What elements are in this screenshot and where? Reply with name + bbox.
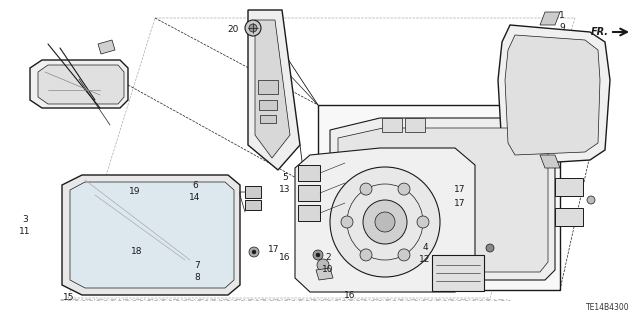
Polygon shape: [330, 118, 555, 280]
Polygon shape: [316, 268, 333, 280]
Circle shape: [398, 249, 410, 261]
Text: 14: 14: [189, 192, 201, 202]
Polygon shape: [318, 105, 560, 290]
Bar: [259, 100, 277, 110]
Text: 10: 10: [323, 265, 333, 275]
Text: TE14B4300: TE14B4300: [586, 303, 630, 313]
Bar: [298, 205, 320, 221]
Text: 17: 17: [268, 246, 280, 255]
Text: FR.: FR.: [591, 27, 609, 37]
Circle shape: [313, 250, 323, 260]
Bar: [555, 208, 583, 226]
Circle shape: [317, 259, 329, 271]
Circle shape: [486, 244, 494, 252]
Circle shape: [252, 250, 256, 254]
Text: 17: 17: [454, 186, 466, 195]
Text: 20: 20: [227, 26, 239, 34]
Text: 3: 3: [22, 216, 28, 225]
Text: 8: 8: [194, 272, 200, 281]
Circle shape: [375, 212, 395, 232]
Text: 17: 17: [454, 198, 466, 207]
Polygon shape: [248, 10, 300, 170]
Text: 9: 9: [559, 23, 565, 32]
Bar: [298, 165, 320, 181]
Polygon shape: [70, 182, 234, 288]
Circle shape: [316, 253, 320, 257]
Text: 12: 12: [419, 256, 431, 264]
Text: 5: 5: [282, 174, 288, 182]
Polygon shape: [338, 128, 548, 272]
Polygon shape: [498, 25, 610, 165]
Circle shape: [363, 200, 407, 244]
Polygon shape: [540, 155, 560, 168]
Text: 13: 13: [279, 186, 291, 195]
Polygon shape: [30, 60, 128, 108]
Text: 11: 11: [19, 227, 31, 236]
Polygon shape: [38, 65, 124, 104]
Circle shape: [341, 216, 353, 228]
Circle shape: [398, 183, 410, 195]
Polygon shape: [255, 20, 290, 158]
Circle shape: [249, 24, 257, 32]
Polygon shape: [98, 40, 115, 54]
Circle shape: [587, 196, 595, 204]
Text: 16: 16: [344, 292, 356, 300]
Bar: [382, 118, 402, 132]
Bar: [245, 200, 261, 210]
Text: 18: 18: [131, 248, 143, 256]
Bar: [555, 178, 583, 196]
Bar: [405, 118, 425, 132]
Text: 15: 15: [63, 293, 75, 301]
Polygon shape: [62, 175, 240, 295]
Text: 2: 2: [325, 254, 331, 263]
Text: 16: 16: [279, 254, 291, 263]
Circle shape: [245, 20, 261, 36]
Polygon shape: [540, 12, 560, 25]
Circle shape: [249, 247, 259, 257]
Text: 6: 6: [192, 181, 198, 189]
Polygon shape: [505, 35, 600, 155]
Bar: [245, 186, 261, 198]
Circle shape: [360, 249, 372, 261]
Text: 4: 4: [422, 243, 428, 253]
Text: 19: 19: [129, 188, 141, 197]
Bar: [260, 115, 276, 123]
Text: 1: 1: [559, 11, 565, 19]
Circle shape: [330, 167, 440, 277]
Text: 7: 7: [194, 261, 200, 270]
Circle shape: [360, 183, 372, 195]
Bar: [432, 255, 484, 291]
Circle shape: [417, 216, 429, 228]
Bar: [258, 80, 278, 94]
Bar: [298, 185, 320, 201]
Polygon shape: [295, 148, 475, 292]
